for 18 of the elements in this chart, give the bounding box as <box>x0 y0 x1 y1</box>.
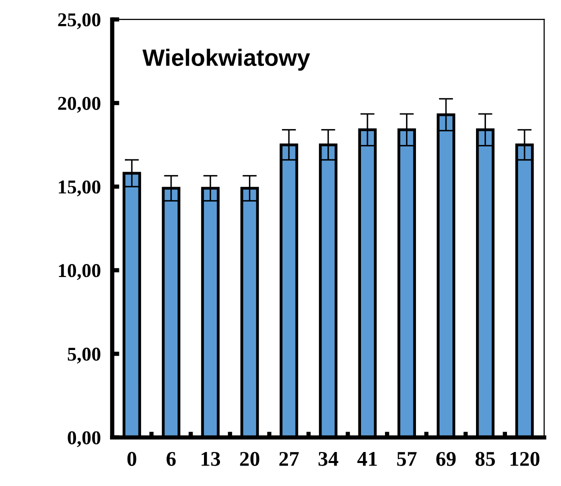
x-tick-label: 0 <box>127 452 136 466</box>
x-tick-label: 41 <box>357 452 377 466</box>
x-tick-label: 120 <box>510 452 540 466</box>
y-tick-label: 5,00 <box>68 348 100 364</box>
x-tick-label: 13 <box>202 452 220 466</box>
y-tick-label: 20,00 <box>58 96 100 113</box>
y-tick-label: 15,00 <box>58 180 100 196</box>
y-tick-label: 0,00 <box>68 431 100 448</box>
y-tick-label: 10,00 <box>58 264 100 280</box>
x-tick-label: 34 <box>318 452 338 466</box>
x-tick-label: 85 <box>476 452 495 466</box>
text: Wielokwiatowy <box>142 48 310 71</box>
x-tick-label: 20 <box>240 452 260 466</box>
x-tick-label: 27 <box>279 452 299 466</box>
x-tick-label: 57 <box>397 452 417 466</box>
y-tick-label: 25,00 <box>58 13 100 30</box>
x-tick-label: 6 <box>166 452 176 466</box>
x-tick-label: 69 <box>436 452 456 466</box>
